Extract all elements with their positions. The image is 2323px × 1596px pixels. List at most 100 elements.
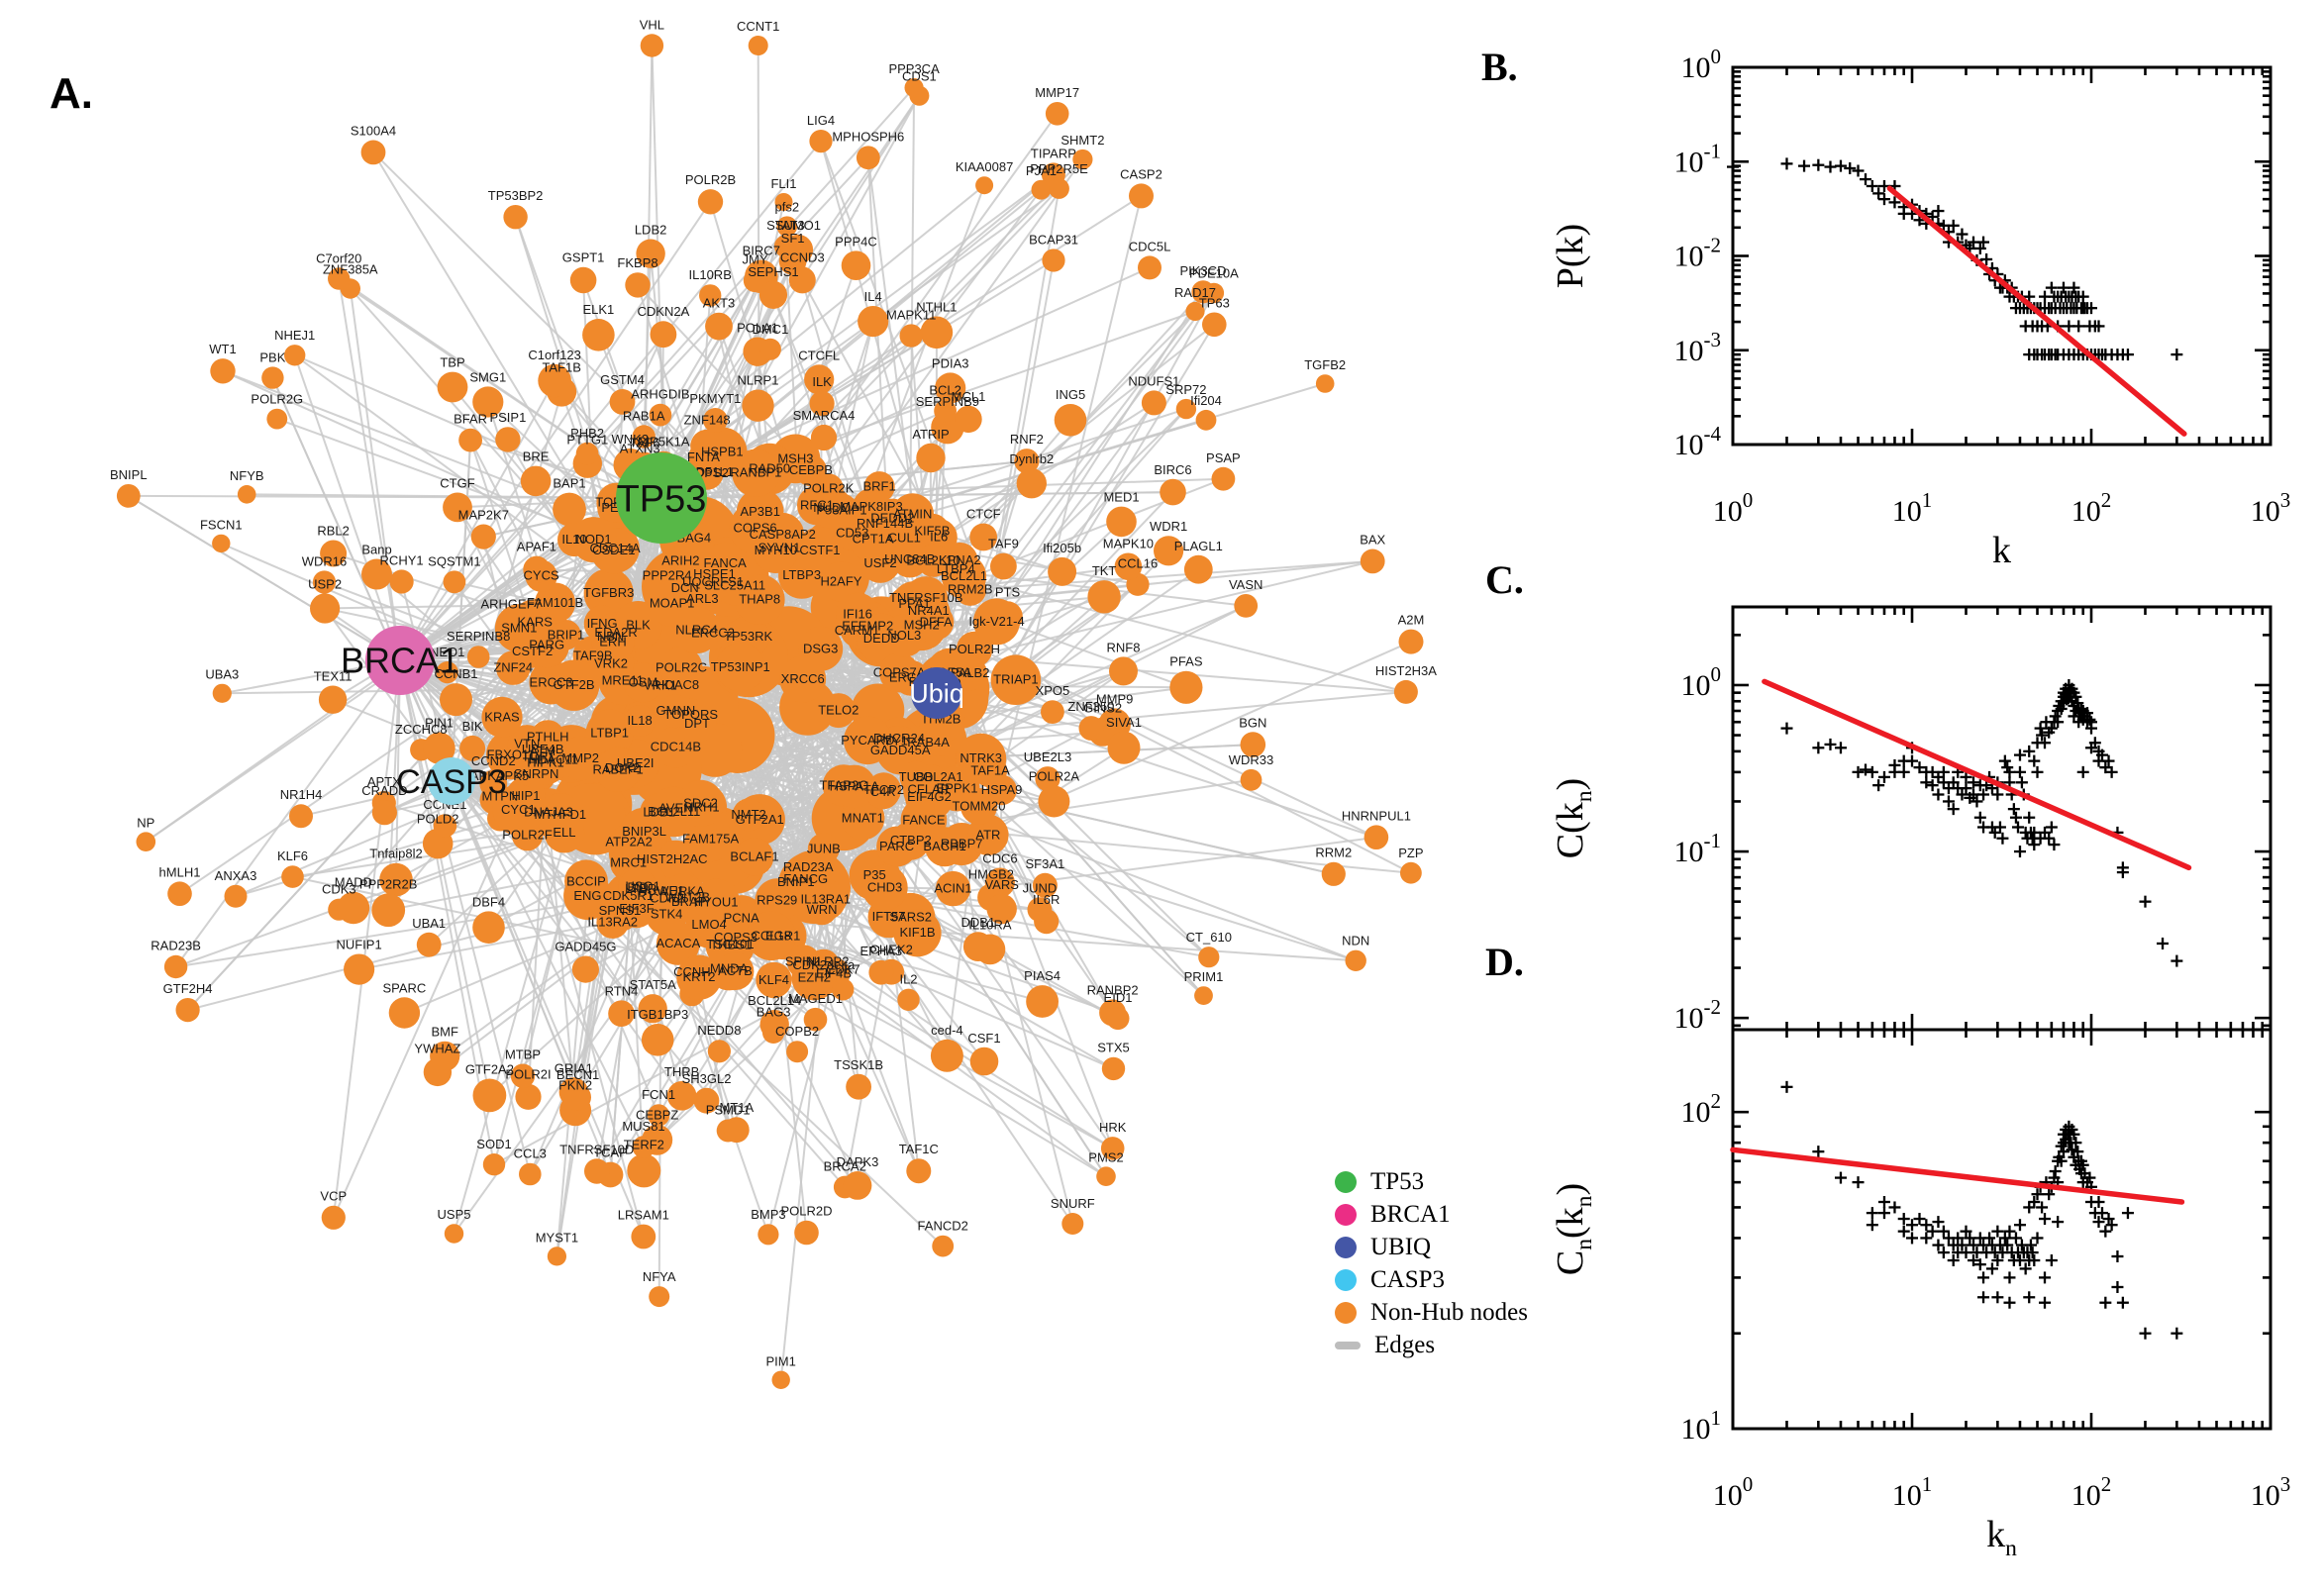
network-node[interactable] [748, 36, 768, 55]
network-node[interactable] [742, 389, 774, 422]
network-node[interactable] [1185, 301, 1205, 322]
network-node[interactable] [1014, 449, 1040, 474]
network-node[interactable] [583, 568, 634, 619]
network-node[interactable] [1054, 404, 1087, 437]
network-node[interactable] [631, 1224, 656, 1249]
network-node[interactable] [553, 492, 586, 527]
network-node[interactable] [440, 683, 472, 717]
network-node[interactable] [794, 454, 828, 487]
network-node[interactable] [625, 272, 651, 298]
network-node[interactable] [623, 662, 663, 703]
network-node[interactable] [361, 558, 392, 590]
network-node[interactable] [136, 832, 156, 851]
network-node[interactable] [986, 893, 1017, 925]
network-node[interactable] [821, 693, 857, 729]
network-node[interactable] [624, 705, 656, 737]
network-node[interactable] [210, 358, 236, 384]
network-node[interactable] [912, 595, 945, 627]
network-node[interactable] [1048, 556, 1077, 586]
network-node[interactable] [732, 798, 765, 832]
network-node[interactable] [716, 952, 755, 991]
network-node[interactable] [496, 613, 526, 643]
network-node[interactable] [697, 189, 724, 215]
network-node[interactable] [1240, 768, 1262, 791]
network-node[interactable] [650, 321, 677, 349]
network-node[interactable] [879, 652, 920, 693]
network-node[interactable] [774, 193, 793, 211]
network-node[interactable] [636, 239, 665, 268]
network-node[interactable] [632, 425, 656, 449]
network-node[interactable] [321, 1205, 346, 1230]
network-node[interactable] [753, 528, 799, 573]
network-node[interactable] [360, 140, 386, 165]
network-node[interactable] [794, 1220, 819, 1246]
network-node[interactable] [582, 319, 615, 351]
network-node[interactable] [904, 78, 924, 98]
network-node[interactable] [609, 389, 636, 415]
network-node[interactable] [318, 685, 348, 714]
network-node[interactable] [973, 598, 1020, 646]
network-node[interactable] [776, 216, 798, 237]
network-node[interactable] [782, 234, 814, 265]
network-node[interactable] [811, 487, 853, 529]
network-node[interactable] [863, 471, 895, 503]
network-node[interactable] [844, 716, 892, 765]
network-node[interactable] [212, 683, 232, 703]
network-node[interactable] [510, 1063, 536, 1088]
network-node[interactable] [591, 621, 635, 663]
network-node[interactable] [841, 250, 871, 280]
network-node[interactable] [805, 879, 847, 921]
network-node[interactable] [1398, 629, 1424, 654]
network-node[interactable] [821, 561, 861, 602]
network-node[interactable] [703, 408, 728, 433]
network-node[interactable] [899, 324, 923, 348]
network-node[interactable] [632, 1136, 656, 1158]
network-node[interactable] [969, 523, 998, 551]
network-node[interactable] [975, 176, 994, 195]
network-node[interactable] [1096, 1166, 1116, 1186]
network-node[interactable] [916, 443, 946, 473]
network-node[interactable] [666, 1081, 697, 1111]
network-node[interactable] [547, 1247, 567, 1266]
network-node[interactable] [758, 1224, 779, 1246]
network-node[interactable] [758, 338, 781, 360]
network-node[interactable] [379, 862, 413, 897]
network-node[interactable] [1175, 398, 1197, 420]
network-node[interactable] [707, 1040, 732, 1063]
network-node[interactable] [906, 1158, 932, 1184]
network-node[interactable] [538, 793, 582, 837]
network-node[interactable] [868, 959, 894, 985]
network-node[interactable] [482, 1153, 506, 1176]
network-node[interactable] [570, 517, 617, 563]
network-node[interactable] [443, 570, 466, 594]
network-node[interactable] [1364, 825, 1389, 849]
network-node[interactable] [492, 784, 545, 836]
network-node[interactable] [1169, 670, 1203, 704]
network-node[interactable] [595, 747, 641, 793]
network-node[interactable] [1042, 249, 1065, 272]
network-node[interactable] [1100, 1137, 1125, 1160]
network-node[interactable] [810, 424, 838, 451]
network-node[interactable] [920, 316, 954, 349]
network-node[interactable] [935, 870, 971, 907]
network-node[interactable] [955, 405, 982, 434]
network-node[interactable] [699, 284, 722, 307]
network-node[interactable] [212, 534, 231, 553]
network-node[interactable] [523, 555, 551, 583]
network-node[interactable] [833, 764, 876, 809]
network-node[interactable] [389, 569, 414, 594]
network-node[interactable] [803, 1007, 828, 1032]
network-node[interactable] [1160, 478, 1186, 506]
network-node[interactable] [515, 1083, 542, 1110]
network-node[interactable] [1240, 732, 1266, 757]
network-node[interactable] [459, 735, 486, 761]
network-node[interactable] [1101, 1056, 1126, 1081]
network-node[interactable] [584, 1158, 610, 1184]
network-node[interactable] [916, 544, 951, 577]
network-node[interactable] [538, 363, 571, 398]
network-node[interactable] [470, 524, 496, 549]
network-node[interactable] [723, 1117, 750, 1144]
network-node[interactable] [1049, 178, 1069, 199]
network-node[interactable] [1198, 947, 1220, 968]
network-node[interactable] [281, 865, 304, 888]
